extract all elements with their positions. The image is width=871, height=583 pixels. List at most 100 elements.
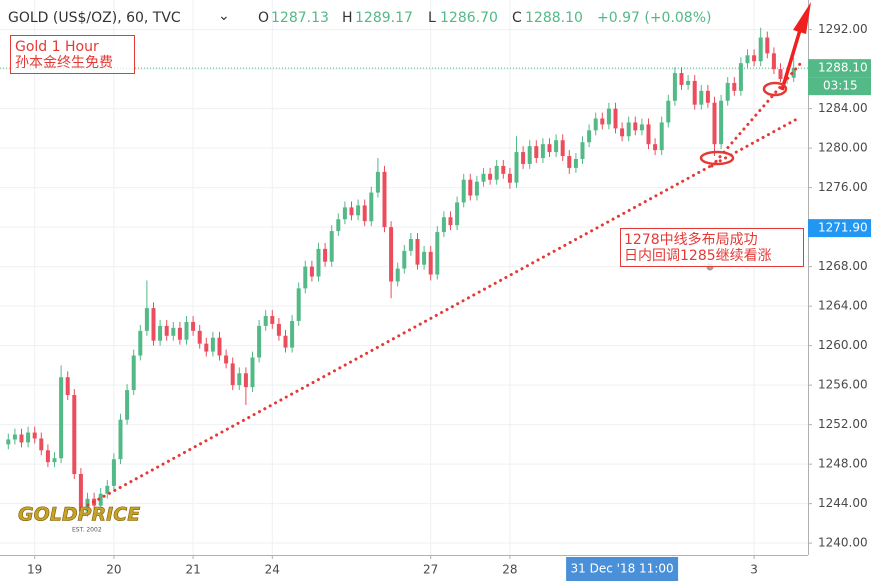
candle-body <box>573 158 578 168</box>
candle-body <box>639 124 644 131</box>
y-tick-label: 1276.00 <box>818 180 868 194</box>
candle-body <box>45 450 50 463</box>
ohlc-value: 1286.70 <box>440 10 498 26</box>
arrow-shaft <box>780 29 802 91</box>
candle-body <box>303 266 308 289</box>
highlight-ellipse <box>762 81 788 97</box>
candle-body <box>389 227 394 282</box>
candle-body <box>448 217 453 226</box>
x-tick-label: 24 <box>265 563 280 577</box>
candle-body <box>613 108 618 129</box>
candle-body <box>39 438 44 451</box>
candle-body <box>250 357 255 388</box>
candle-body <box>158 325 163 341</box>
candle-body <box>725 82 730 101</box>
candle-body <box>217 337 222 356</box>
candle-body <box>600 118 605 125</box>
candle-body <box>422 251 427 265</box>
candle-body <box>230 363 235 386</box>
candle-body <box>606 108 611 125</box>
candle-body <box>540 144 545 159</box>
candle-body <box>428 251 433 275</box>
candle-body <box>441 217 446 233</box>
y-tick-label: 1240.00 <box>818 536 868 550</box>
candle-body <box>587 130 592 143</box>
y-tick-label: 1264.00 <box>818 299 868 313</box>
chevron[interactable]: ⌄ <box>218 8 230 24</box>
y-tick-label: 1256.00 <box>818 378 868 392</box>
candle-body <box>692 80 697 105</box>
highlight-ellipse <box>699 150 735 166</box>
candle-body <box>197 330 202 344</box>
trend-line <box>710 62 802 168</box>
trend-line <box>86 117 799 507</box>
candle-body <box>237 373 242 386</box>
candle-body <box>705 90 710 103</box>
candle-body <box>699 90 704 105</box>
ohlc-value: 1287.13 <box>271 10 329 26</box>
candle-body <box>375 171 380 193</box>
candle-body <box>646 124 651 145</box>
candle-body <box>395 268 400 282</box>
x-tick-label: 20 <box>106 563 121 577</box>
annotation-text: 日内回调1285继续看涨 <box>624 247 772 264</box>
candle-body <box>527 146 532 164</box>
candle-body <box>593 118 598 131</box>
candle-body <box>738 63 743 91</box>
candle-body <box>243 373 248 388</box>
candle-body <box>151 308 156 341</box>
candle-body <box>468 179 473 196</box>
candle-body <box>653 144 658 151</box>
candle-body <box>184 321 189 340</box>
candle-body <box>309 266 314 277</box>
candle-body <box>791 68 796 78</box>
candle-body <box>461 179 466 203</box>
candle-body <box>402 250 407 269</box>
x-tick-label: 28 <box>502 563 517 577</box>
candle-body <box>778 69 783 80</box>
candle-body <box>164 325 169 336</box>
ohlc-label: H <box>342 10 353 26</box>
candle-body <box>745 55 750 64</box>
plot-area <box>0 0 808 555</box>
candle-body <box>12 434 17 440</box>
candle-body <box>732 82 737 91</box>
ohlc-value: 1288.10 <box>525 10 583 26</box>
candle-body <box>679 73 684 85</box>
marker-price-label: 1271.90 <box>818 221 868 235</box>
candle-body <box>111 459 116 486</box>
y-tick-label: 1244.00 <box>818 496 868 510</box>
candle-body <box>362 205 367 222</box>
candle-body <box>72 395 77 475</box>
candle-body <box>257 325 262 358</box>
candle-body <box>65 377 70 396</box>
candle-body <box>191 321 196 331</box>
candle-body <box>633 122 638 131</box>
candle-body <box>415 238 420 265</box>
candle-body <box>554 140 559 153</box>
candle-body <box>494 165 499 180</box>
annotation-text: 1278中线多布局成功 <box>624 231 758 248</box>
candle-body <box>666 100 671 123</box>
candle-body <box>501 165 506 174</box>
candle-body <box>514 152 519 183</box>
candle-body <box>210 337 215 352</box>
candle-body <box>758 37 763 62</box>
candle-body <box>620 128 625 137</box>
candle-body <box>507 173 512 183</box>
x-tick-label: 21 <box>185 563 200 577</box>
candle-body <box>455 202 460 226</box>
candle-body <box>765 37 770 54</box>
candle-body <box>276 323 281 336</box>
last-price-box <box>808 59 871 78</box>
candle-body <box>672 73 677 101</box>
y-tick-label: 1284.00 <box>818 101 868 115</box>
annotation-box <box>620 228 804 267</box>
candle-body <box>521 152 526 164</box>
candle-body <box>349 207 354 216</box>
crosshair-label: 31 Dec '18 11:00 <box>571 562 674 576</box>
candle-body <box>771 53 776 70</box>
ohlc-label: C <box>512 10 522 26</box>
